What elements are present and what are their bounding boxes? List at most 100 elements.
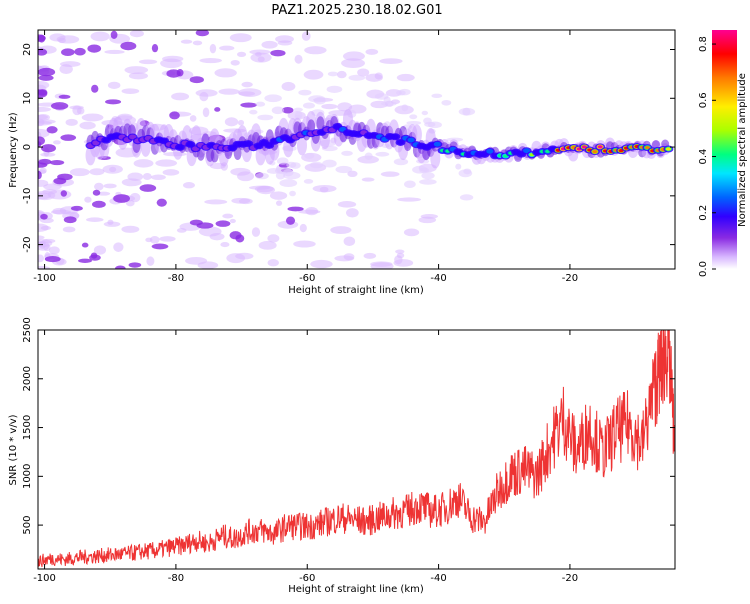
noise-patch: [381, 101, 397, 107]
noise-patch: [104, 49, 125, 54]
spectrogram-ytick-label: -10: [22, 188, 33, 204]
ridge-core: [396, 140, 404, 145]
noise-patch: [65, 118, 78, 126]
noise-patch: [250, 52, 272, 63]
noise-patch: [50, 102, 69, 110]
spectrogram-ytick-label: 10: [22, 92, 33, 105]
noise-patch: [304, 152, 315, 159]
noise-patch: [361, 177, 375, 182]
noise-patch: [214, 68, 237, 78]
noise-patch: [396, 73, 415, 82]
ridge-core: [186, 142, 194, 147]
noise-patch: [357, 68, 370, 77]
noise-patch: [169, 111, 180, 120]
figure-title: PAZ1.2025.230.18.02.G01: [271, 3, 442, 18]
noise-patch: [380, 171, 400, 177]
noise-patch: [267, 234, 280, 243]
ridge-core: [129, 134, 137, 140]
noise-patch: [431, 93, 443, 99]
noise-patch: [441, 99, 452, 106]
noise-patch: [283, 171, 301, 180]
noise-patch: [343, 253, 355, 261]
noise-patch: [198, 226, 222, 237]
noise-patch: [343, 236, 356, 247]
noise-patch: [84, 196, 92, 203]
noise-patch: [159, 236, 176, 242]
noise-patch: [40, 152, 56, 157]
noise-patch: [459, 194, 474, 201]
noise-patch: [146, 256, 155, 266]
noise-patch: [53, 177, 67, 185]
snr-ytick-label: 2500: [22, 317, 33, 342]
noise-patch: [219, 45, 235, 51]
noise-patch: [192, 40, 203, 46]
ridge-peak: [597, 145, 603, 149]
noise-patch: [97, 191, 111, 196]
colorbar-label: Normalized spectral amplitude: [737, 73, 748, 227]
noise-patch: [342, 51, 365, 61]
noise-patch: [226, 253, 246, 264]
noise-patch: [195, 30, 210, 37]
noise-patch: [59, 64, 73, 75]
colorbar-axes: 0.0 0.2 0.4 0.6 0.8: [698, 36, 716, 277]
snr-y-label: SNR (10 * v/v): [8, 414, 19, 485]
noise-patch: [107, 81, 121, 89]
noise-patch: [38, 34, 46, 42]
ridge-core: [244, 141, 252, 147]
noise-patch: [258, 240, 277, 250]
noise-patch: [337, 201, 357, 208]
noise-patch: [403, 228, 420, 237]
noise-patch: [303, 179, 314, 184]
noise-patch: [310, 259, 333, 269]
noise-patch: [418, 216, 437, 224]
noise-patch: [237, 119, 245, 126]
noise-patch: [394, 255, 403, 265]
noise-patch: [322, 159, 337, 168]
noise-patch: [404, 180, 416, 188]
noise-patch: [160, 58, 183, 69]
snr-ytick-label: 500: [22, 516, 33, 535]
noise-patch: [271, 106, 285, 115]
noise-patch: [156, 198, 167, 207]
noise-patch: [48, 246, 60, 255]
noise-patch: [409, 114, 418, 120]
noise-patch: [38, 89, 48, 99]
noise-patch: [121, 225, 140, 233]
noise-patch: [39, 167, 47, 174]
noise-patch: [103, 183, 117, 189]
noise-patch: [214, 107, 221, 112]
noise-patch: [62, 226, 76, 233]
noise-patch: [113, 194, 131, 203]
noise-patch: [142, 172, 152, 180]
colorbar: [712, 30, 737, 269]
noise-patch: [256, 185, 276, 195]
colorbar-tick-label: 0.6: [698, 92, 709, 108]
noise-patch: [76, 107, 85, 115]
noise-patch: [238, 198, 253, 205]
colorbar-tick-label: 0.4: [698, 149, 709, 165]
noise-patch: [185, 256, 208, 265]
noise-patch: [46, 126, 58, 134]
noise-patch: [302, 102, 315, 109]
noise-patch: [121, 88, 140, 94]
noise-patch: [270, 49, 286, 57]
noise-patch: [189, 115, 197, 122]
noise-patch: [38, 120, 53, 126]
noise-patch: [133, 159, 154, 168]
noise-patch: [89, 168, 105, 176]
noise-patch: [91, 84, 99, 93]
noise-patch: [176, 68, 184, 77]
noise-patch: [308, 95, 326, 103]
snr-xtick-label: -60: [299, 573, 315, 584]
noise-patch: [129, 192, 141, 203]
noise-patch: [419, 178, 437, 185]
snr-frame: [37, 329, 676, 570]
ridge-core: [523, 148, 531, 154]
noise-patch: [86, 217, 104, 222]
ridge-envelope: [430, 148, 441, 169]
noise-patch: [49, 159, 65, 166]
noise-patch: [348, 74, 366, 81]
noise-patch: [269, 191, 288, 200]
noise-patch: [241, 81, 253, 88]
